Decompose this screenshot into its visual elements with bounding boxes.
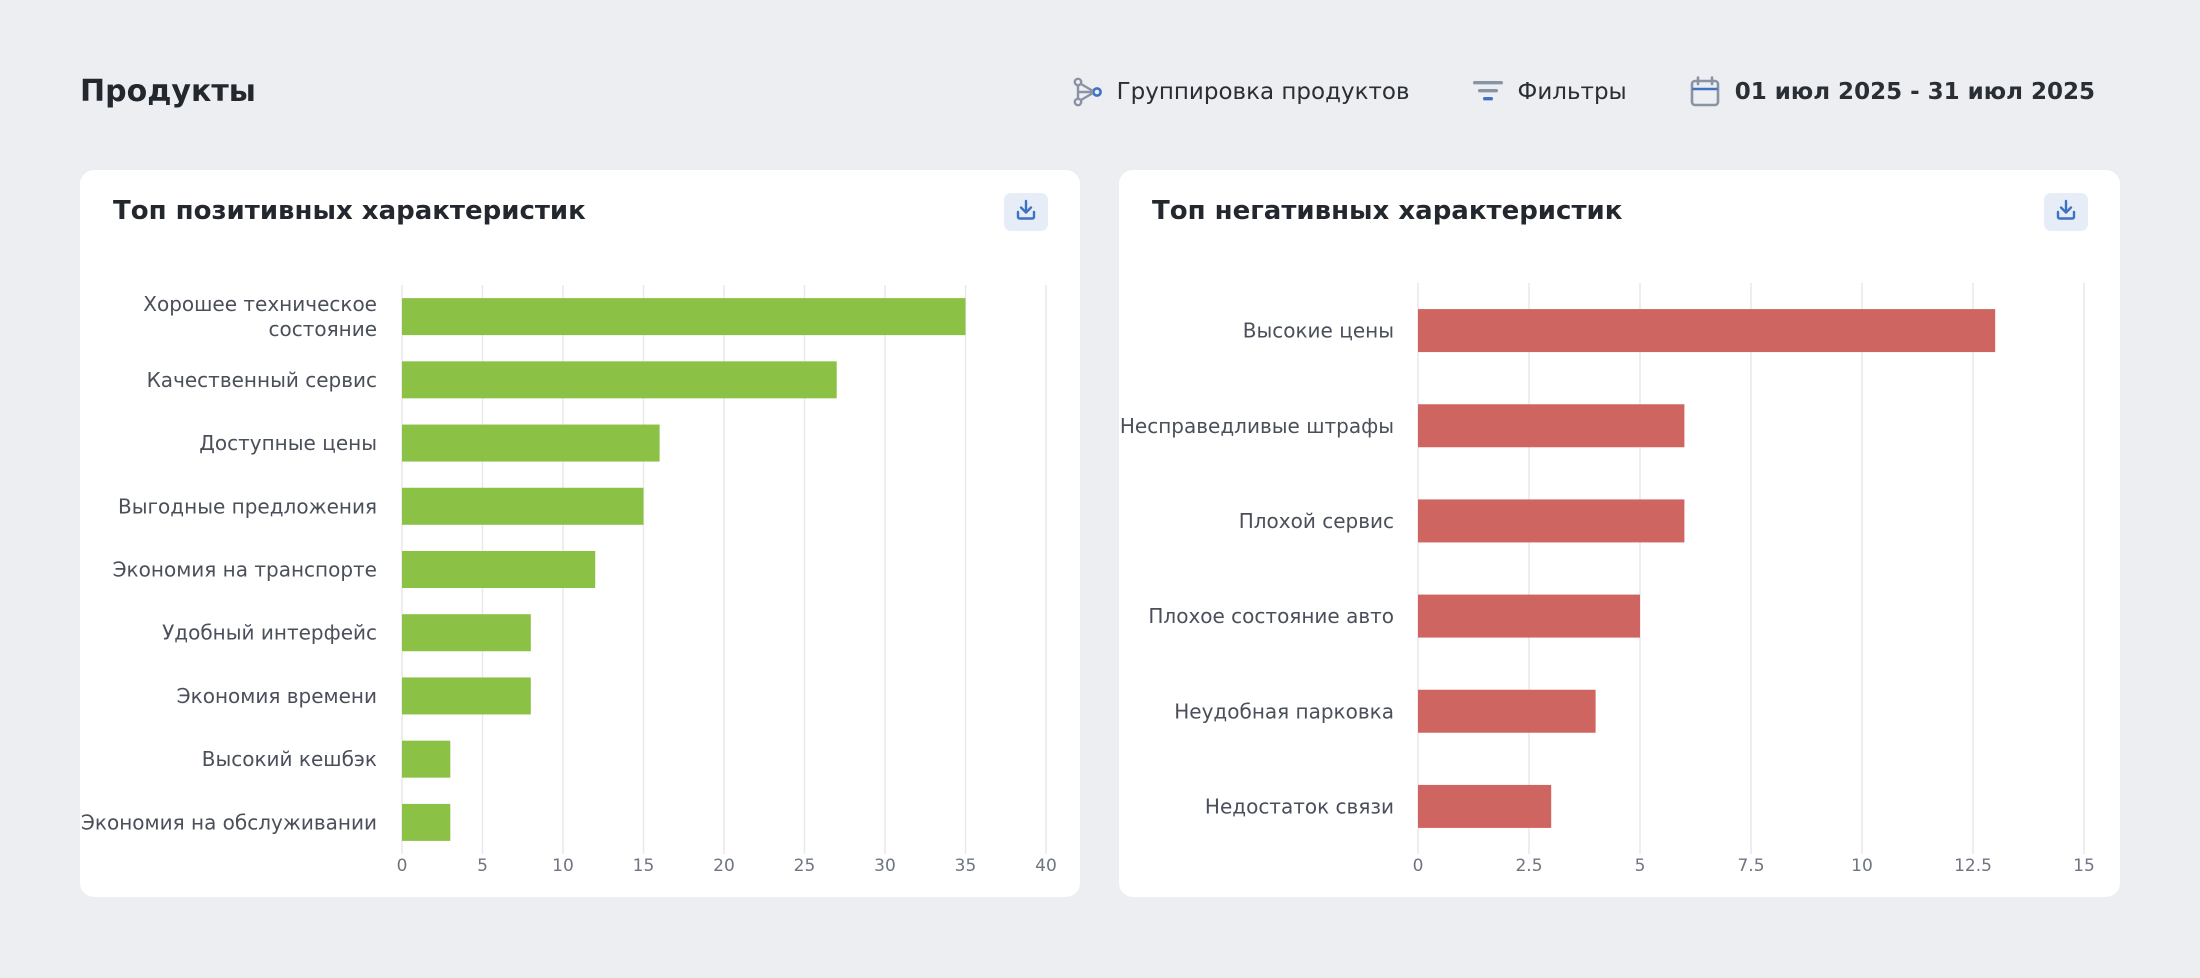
category-label: Качественный сервис: [147, 368, 377, 392]
category-label: Доступные цены: [199, 431, 377, 455]
positive-features-card: Топ позитивных характеристик 0 5 10 15 20 25 3…: [80, 170, 1080, 897]
category-label: Экономия на обслуживании: [81, 810, 377, 834]
filter-icon: [1472, 76, 1504, 108]
header-toolbar: Группировка продуктов Фильтры 01 июл 202…: [1071, 76, 2095, 108]
category-label: Высокий кешбэк: [202, 747, 377, 771]
x-tick-label: 40: [1035, 856, 1057, 876]
category-label: Несправедливые штрафы: [1120, 414, 1394, 438]
x-tick-label: 35: [955, 856, 977, 876]
positive-features-chart: 0 5 10 15 20 25 30 35 40 Хорошее техническоесосто…: [81, 285, 1057, 876]
bar[interactable]: [1418, 499, 1685, 543]
bar[interactable]: [402, 361, 837, 399]
bar[interactable]: [402, 803, 451, 841]
category-label: Экономия на транспорте: [113, 558, 377, 582]
x-tick-label: 25: [794, 856, 816, 876]
x-tick-label: 0: [397, 856, 408, 876]
bar[interactable]: [402, 424, 660, 462]
x-tick-label: 10: [1851, 856, 1873, 876]
bar[interactable]: [402, 298, 966, 336]
bar[interactable]: [402, 487, 644, 525]
calendar-icon: [1689, 76, 1721, 108]
bar[interactable]: [1418, 689, 1596, 733]
download-icon: [2055, 199, 2077, 225]
x-tick-label: 5: [477, 856, 488, 876]
category-label: Удобный интерфейс: [162, 621, 377, 645]
category-label: Неудобная парковка: [1174, 699, 1394, 723]
x-tick-label: 12.5: [1954, 856, 1992, 876]
category-label: Плохой сервис: [1239, 509, 1394, 533]
filters-label: Фильтры: [1517, 79, 1627, 105]
bar[interactable]: [1418, 784, 1552, 828]
bar[interactable]: [402, 614, 531, 652]
x-tick-label: 2.5: [1515, 856, 1542, 876]
date-range-picker[interactable]: 01 июл 2025 - 31 июл 2025: [1689, 76, 2095, 108]
date-range-label: 01 июл 2025 - 31 июл 2025: [1734, 79, 2095, 105]
x-tick-label: 10: [552, 856, 574, 876]
grouping-icon: [1071, 76, 1103, 108]
download-button[interactable]: [2044, 193, 2088, 231]
bar[interactable]: [1418, 309, 1996, 353]
x-tick-label: 20: [713, 856, 735, 876]
negative-features-chart: 0 2.5 5 7.5 10 12.5 15 Высокие цены Несправедлив…: [1120, 283, 2095, 876]
category-label: Высокие цены: [1243, 319, 1394, 343]
category-label: Хорошее техническое: [143, 292, 377, 316]
x-tick-label: 5: [1635, 856, 1646, 876]
x-tick-label: 7.5: [1737, 856, 1764, 876]
card-title: Топ позитивных характеристик: [113, 196, 586, 226]
bar[interactable]: [1418, 594, 1640, 638]
product-grouping-button[interactable]: Группировка продуктов: [1071, 76, 1410, 108]
x-tick-label: 0: [1413, 856, 1424, 876]
category-label: Недостаток связи: [1205, 794, 1394, 818]
download-icon: [1015, 199, 1037, 225]
category-label: состояние: [268, 317, 377, 341]
page-title: Продукты: [80, 74, 256, 109]
download-button[interactable]: [1004, 193, 1048, 231]
category-label: Плохое состояние авто: [1148, 604, 1394, 628]
category-label: Выгодные предложения: [118, 494, 377, 518]
product-grouping-label: Группировка продуктов: [1116, 79, 1410, 105]
x-tick-label: 15: [633, 856, 655, 876]
filters-button[interactable]: Фильтры: [1472, 76, 1627, 108]
negative-features-card: Топ негативных характеристик 0 2.5 5 7.5 10 1…: [1119, 170, 2120, 897]
x-tick-label: 30: [874, 856, 896, 876]
bar[interactable]: [402, 677, 531, 715]
card-title: Топ негативных характеристик: [1152, 196, 1623, 226]
bar[interactable]: [402, 551, 596, 588]
x-tick-label: 15: [2073, 856, 2095, 876]
bar[interactable]: [1418, 404, 1685, 448]
bar[interactable]: [402, 740, 451, 778]
category-label: Экономия времени: [177, 684, 377, 708]
